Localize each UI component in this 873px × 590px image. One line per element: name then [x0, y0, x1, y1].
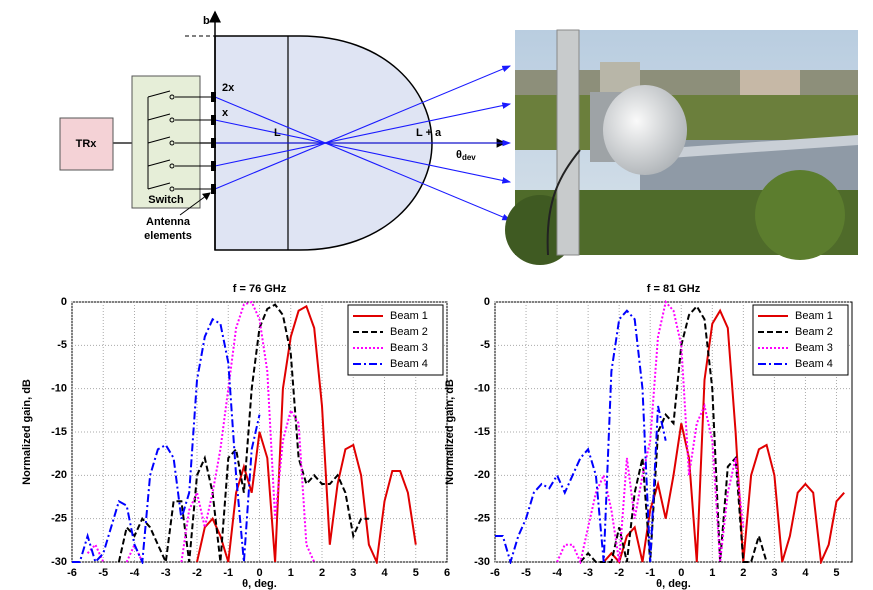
legend-label: Beam 4	[390, 358, 428, 370]
y-tick-label: -20	[51, 469, 67, 481]
x-tick-label: 5	[833, 567, 839, 579]
legend-label: Beam 3	[795, 342, 833, 354]
x-tick-label: -5	[521, 567, 531, 579]
y-tick-label: -5	[57, 339, 67, 351]
x-tick-label: 0	[256, 567, 262, 579]
legend-label: Beam 3	[390, 342, 428, 354]
series-line	[72, 317, 261, 564]
antenna-pointer	[179, 192, 211, 216]
x-tick-label: -1	[223, 567, 233, 579]
y-tick-label: 0	[61, 296, 67, 308]
y-tick-label: 0	[484, 296, 490, 308]
ray	[214, 102, 512, 167]
chart-title: f = 76 GHz	[233, 283, 287, 295]
ray	[214, 96, 512, 221]
switch-glyphs	[147, 90, 212, 192]
l-plus-a-label: L + a	[416, 127, 442, 139]
y-tick-label: -15	[51, 426, 67, 438]
y-tick-label: -30	[51, 556, 67, 568]
lens-diagram: b 2x x L L + a θdev TRx Switch Antenna e…	[59, 10, 512, 251]
x-tick-label: 0	[678, 567, 684, 579]
y-axis-label: Normalized gain, dB	[444, 379, 456, 485]
trx-box	[59, 117, 114, 171]
legend-label: Beam 2	[390, 326, 428, 338]
x-tick-label: -2	[192, 567, 202, 579]
antenna-label: Antenna	[146, 216, 191, 228]
x-tick-label: -4	[552, 567, 563, 579]
x-tick-label: 2	[740, 567, 746, 579]
y-tick-label: -30	[474, 556, 490, 568]
legend-label: Beam 2	[795, 326, 833, 338]
x-tick-label: 3	[350, 567, 356, 579]
y-tick-label: -10	[474, 383, 490, 395]
y-tick-label: -25	[474, 513, 490, 525]
switch-box	[131, 75, 201, 209]
b-label: b	[203, 15, 210, 27]
photo	[505, 29, 858, 265]
theta-label: θdev	[456, 149, 476, 162]
theta: θ	[456, 149, 462, 161]
x-tick-label: 5	[413, 567, 419, 579]
x-tick-label: -6	[490, 567, 500, 579]
theta-subscript: dev	[462, 153, 476, 162]
x-tick-label: -4	[130, 567, 141, 579]
x-tick-label: -6	[67, 567, 77, 579]
y-tick-label: -15	[474, 426, 490, 438]
legend-label: Beam 1	[390, 310, 428, 322]
x-label: x	[222, 107, 229, 119]
x-tick-label: 6	[444, 567, 450, 579]
l-label: L	[274, 127, 281, 139]
y-tick-label: -20	[474, 469, 490, 481]
x-tick-label: -3	[161, 567, 171, 579]
x-tick-label: -2	[614, 567, 624, 579]
x-axis-label: θ, deg.	[242, 578, 277, 590]
x-tick-label: 1	[288, 567, 294, 579]
series-line	[556, 300, 745, 564]
ray	[214, 119, 512, 184]
x-tick-label: 4	[381, 567, 388, 579]
legend-label: Beam 4	[795, 358, 833, 370]
chart-title: f = 81 GHz	[647, 283, 701, 295]
ray	[214, 65, 512, 190]
x-tick-label: -1	[645, 567, 655, 579]
y-tick-label: -25	[51, 513, 67, 525]
switch-label: Switch	[148, 194, 184, 206]
trx-label: TRx	[76, 138, 98, 150]
y-tick-label: -5	[480, 339, 490, 351]
series-line	[117, 303, 369, 564]
y-axis-label: Normalized gain, dB	[21, 379, 33, 485]
x-tick-label: -5	[98, 567, 108, 579]
y-tick-label: -10	[51, 383, 67, 395]
x-axis-label: θ, deg.	[656, 578, 691, 590]
series-line	[602, 308, 845, 564]
x-tick-label: 2	[319, 567, 325, 579]
x-tick-label: -3	[583, 567, 593, 579]
x-tick-label: 1	[709, 567, 715, 579]
antenna-label: elements	[144, 230, 192, 242]
series-line	[196, 304, 417, 564]
legend-label: Beam 1	[795, 310, 833, 322]
x-tick-label: 3	[771, 567, 777, 579]
rays	[214, 65, 512, 221]
antenna-elements	[211, 92, 216, 194]
x-tick-label: 4	[802, 567, 809, 579]
2x-label: 2x	[222, 82, 235, 94]
